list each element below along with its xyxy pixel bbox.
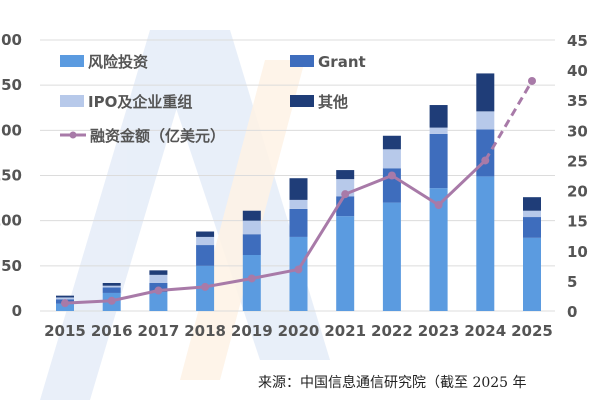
bar-segment xyxy=(336,170,355,180)
left-axis-tick-label: 50 xyxy=(1,257,22,275)
bar-segment xyxy=(523,237,541,311)
x-axis-tick-label: 2021 xyxy=(324,322,366,340)
legend-swatch xyxy=(60,55,84,67)
line-series-forecast xyxy=(484,80,534,162)
bar-segment xyxy=(289,178,308,200)
x-axis-tick-label: 2022 xyxy=(371,322,413,340)
bar-segment xyxy=(102,285,121,288)
x-axis-tick-label: 2024 xyxy=(464,322,506,340)
left-axis-tick-label: 300 xyxy=(0,31,22,49)
bar-segment xyxy=(523,210,541,218)
bar-segment xyxy=(429,188,448,311)
line-point xyxy=(528,76,536,85)
bar-segment xyxy=(429,105,448,128)
right-axis-tick-label: 35 xyxy=(567,92,588,110)
right-axis-tick-label: 20 xyxy=(567,183,588,201)
line-point xyxy=(107,296,116,305)
bar-segment xyxy=(102,287,121,293)
left-axis-tick-label: 150 xyxy=(0,167,22,185)
bar-segment xyxy=(56,303,74,311)
line-point xyxy=(434,201,443,210)
bar-segment xyxy=(476,129,495,177)
legend-label: IPO及企业重组 xyxy=(88,93,192,111)
bar-segment xyxy=(56,295,74,298)
legend-swatch xyxy=(60,95,84,107)
bar-segment xyxy=(242,254,261,311)
bar-segment xyxy=(149,292,168,311)
legend-label: 融资金额（亿美元） xyxy=(90,127,225,145)
bar-segment xyxy=(476,111,495,130)
bar-segment xyxy=(382,202,401,311)
bar-segment xyxy=(289,236,308,311)
bar-segment xyxy=(476,73,495,112)
line-point xyxy=(154,286,163,295)
right-axis-tick-label: 40 xyxy=(567,62,588,80)
right-axis-tick-label: 5 xyxy=(567,273,577,291)
legend-label: 其他 xyxy=(318,93,348,111)
bar-segment xyxy=(149,270,168,275)
legend-line-marker xyxy=(69,131,77,139)
right-axis-tick-label: 0 xyxy=(567,303,577,321)
bar-segment xyxy=(429,127,448,134)
right-axis-tick-label: 15 xyxy=(567,213,588,231)
bar-segment xyxy=(242,220,261,235)
bar-segment xyxy=(289,208,308,237)
left-axis-tick-label: 250 xyxy=(0,76,22,94)
x-axis-tick-label: 2015 xyxy=(44,322,86,340)
bar-segment xyxy=(56,297,74,300)
bar-segment xyxy=(196,231,215,237)
bar-segment xyxy=(242,234,261,255)
bar-segment xyxy=(102,282,121,286)
right-axis-tick-label: 30 xyxy=(567,122,588,140)
line-point xyxy=(61,299,69,308)
legend-label: Grant xyxy=(318,53,366,71)
line-point xyxy=(481,156,490,165)
bar-segment xyxy=(476,176,495,311)
bar-segment xyxy=(196,245,215,266)
bar-segment xyxy=(523,217,541,238)
legend-swatch xyxy=(290,55,314,67)
left-axis-tick-label: 200 xyxy=(0,121,22,139)
right-axis-tick-label: 10 xyxy=(567,243,588,261)
x-axis-tick-label: 2016 xyxy=(91,322,133,340)
x-axis-tick-label: 2017 xyxy=(138,322,180,340)
bar-segment xyxy=(242,210,261,221)
legend-swatch xyxy=(290,95,314,107)
bar-segment xyxy=(336,216,355,311)
x-axis-tick-label: 2019 xyxy=(231,322,273,340)
bar-segment xyxy=(429,133,448,189)
line-point xyxy=(341,190,350,199)
x-axis-tick-label: 2020 xyxy=(278,322,320,340)
right-axis-tick-label: 25 xyxy=(567,152,588,170)
bar-segment xyxy=(289,199,308,209)
bar-segment xyxy=(382,149,401,169)
bar-segment xyxy=(382,135,401,150)
line-point xyxy=(247,274,256,283)
bar-segment xyxy=(523,197,541,211)
source-note: 来源：中国信息通信研究院（截至 2025 年 xyxy=(258,375,527,391)
line-series xyxy=(64,159,487,305)
line-point xyxy=(294,265,303,274)
right-axis-tick-label: 45 xyxy=(567,32,588,50)
left-axis-tick-label: 100 xyxy=(0,212,22,230)
x-axis-tick-label: 2025 xyxy=(511,322,553,340)
left-axis-tick-label: 0 xyxy=(12,302,22,320)
bar-segment xyxy=(149,274,168,283)
line-point xyxy=(387,171,396,180)
x-axis-tick-label: 2018 xyxy=(184,322,226,340)
x-axis-tick-label: 2023 xyxy=(418,322,460,340)
legend-label: 风险投资 xyxy=(88,53,148,71)
line-point xyxy=(201,282,210,291)
bar-segment xyxy=(196,236,215,246)
